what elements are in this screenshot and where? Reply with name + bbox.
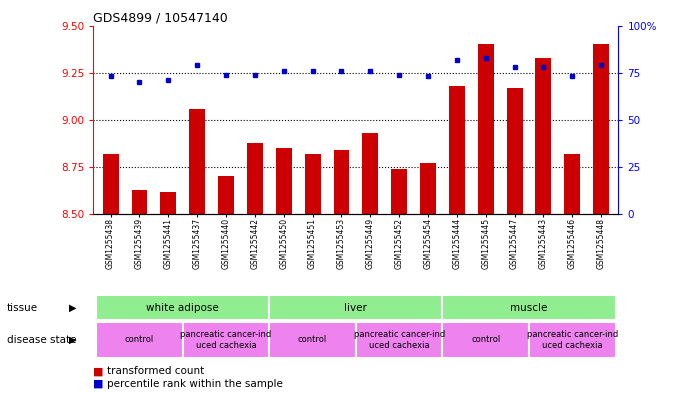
Bar — [442, 295, 616, 320]
Text: ■: ■ — [93, 379, 104, 389]
Bar — [247, 143, 263, 214]
Bar — [334, 150, 350, 214]
Text: control: control — [298, 336, 328, 344]
Bar — [507, 88, 522, 214]
Bar — [160, 191, 176, 214]
Bar — [449, 86, 465, 214]
Bar — [269, 322, 356, 358]
Bar — [477, 44, 493, 214]
Bar — [529, 322, 616, 358]
Text: control: control — [471, 336, 500, 344]
Text: ▶: ▶ — [69, 303, 76, 312]
Bar — [189, 108, 205, 214]
Text: tissue: tissue — [7, 303, 38, 312]
Bar — [565, 154, 580, 214]
Bar — [442, 322, 529, 358]
Bar — [276, 148, 292, 214]
Bar — [305, 154, 321, 214]
Bar — [131, 190, 147, 214]
Bar — [96, 295, 269, 320]
Bar — [96, 322, 182, 358]
Text: transformed count: transformed count — [107, 366, 205, 376]
Bar — [536, 58, 551, 214]
Text: ■: ■ — [93, 366, 104, 376]
Bar — [391, 169, 407, 214]
Text: pancreatic cancer-ind
uced cachexia: pancreatic cancer-ind uced cachexia — [180, 330, 272, 350]
Bar — [218, 176, 234, 214]
Text: pancreatic cancer-ind
uced cachexia: pancreatic cancer-ind uced cachexia — [354, 330, 445, 350]
Text: disease state: disease state — [7, 335, 77, 345]
Bar — [420, 163, 436, 214]
Text: control: control — [125, 336, 154, 344]
Text: percentile rank within the sample: percentile rank within the sample — [107, 379, 283, 389]
Text: pancreatic cancer-ind
uced cachexia: pancreatic cancer-ind uced cachexia — [527, 330, 618, 350]
Text: liver: liver — [344, 303, 368, 312]
Bar — [182, 322, 269, 358]
Bar — [593, 44, 609, 214]
Bar — [362, 133, 378, 214]
Bar — [103, 154, 119, 214]
Text: white adipose: white adipose — [146, 303, 219, 312]
Bar — [269, 295, 442, 320]
Text: muscle: muscle — [511, 303, 548, 312]
Text: ▶: ▶ — [69, 335, 76, 345]
Text: GDS4899 / 10547140: GDS4899 / 10547140 — [93, 11, 228, 24]
Bar — [356, 322, 442, 358]
